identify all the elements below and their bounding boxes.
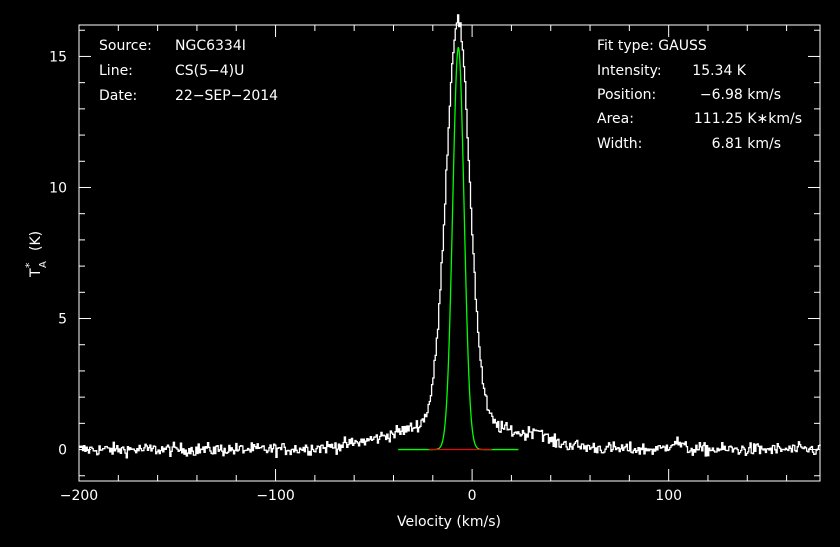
svg-text:A: A <box>38 261 49 268</box>
width-label: Width: <box>597 136 642 152</box>
position-label: Position: <box>597 87 656 103</box>
intensity-value: 15.34 K <box>692 63 747 79</box>
source-value: NGC6334I <box>175 38 246 54</box>
y-tick-label: 5 <box>58 312 67 328</box>
axis-ticks <box>78 25 820 481</box>
line-value: CS(5−4)U <box>175 63 244 79</box>
y-tick-label: 10 <box>49 180 67 196</box>
fit-type: Fit type: GAUSS <box>597 38 707 54</box>
svg-text:*: * <box>23 262 36 268</box>
area-label: Area: <box>597 111 634 127</box>
fit-info: Fit type: GAUSS Intensity: 15.34 K Posit… <box>597 38 802 152</box>
axis-tick-labels: −200 −100 0 100 0 5 10 15 <box>49 49 682 504</box>
intensity-label: Intensity: <box>597 63 662 79</box>
line-label: Line: <box>99 63 133 79</box>
chart-series <box>79 14 821 459</box>
area-value: 111.25 K∗km/s <box>694 111 802 127</box>
source-label: Source: <box>99 38 152 54</box>
x-axis-label: Velocity (km/s) <box>397 514 501 530</box>
y-tick-label: 0 <box>58 443 67 459</box>
x-tick-label: 0 <box>468 488 477 504</box>
y-axis-label: T * A (K) <box>23 231 49 278</box>
position-value: −6.98 km/s <box>700 87 781 103</box>
source-info: Source: NGC6334I Line: CS(5−4)U Date: 22… <box>99 38 278 104</box>
width-value: 6.81 km/s <box>712 136 781 152</box>
x-tick-label: −200 <box>60 488 98 504</box>
gaussian-fit-line <box>398 46 519 451</box>
x-tick-label: 100 <box>655 488 682 504</box>
x-tick-label: −100 <box>256 488 294 504</box>
svg-text:(K): (K) <box>28 231 44 251</box>
spectrum-line <box>79 14 821 459</box>
date-value: 22−SEP−2014 <box>175 88 278 104</box>
y-tick-label: 15 <box>49 49 67 65</box>
svg-text:T: T <box>28 268 44 278</box>
date-label: Date: <box>99 88 137 104</box>
plot-frame <box>78 24 821 482</box>
